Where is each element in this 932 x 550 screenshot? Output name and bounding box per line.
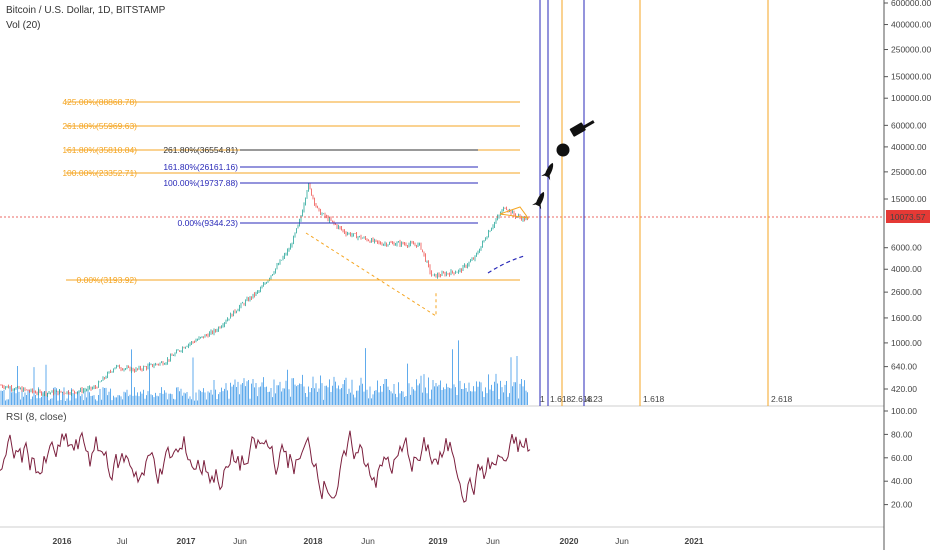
price-tick-label: 150000.00	[891, 72, 931, 82]
rsi-label: RSI (8, close)	[6, 412, 67, 423]
time-tick-label: Jun	[486, 536, 500, 546]
price-tick-label: 25000.00	[891, 167, 927, 177]
fib-ext-label-0: 0.00%(9344.23)	[178, 218, 239, 228]
rsi-tick-label: 100.00	[891, 406, 917, 416]
fib-ext-label-100: 100.00%(19737.88)	[163, 178, 238, 188]
volume-bars	[1, 340, 528, 405]
fib-label-0: 0.00%(3193.92)	[77, 275, 138, 285]
time-fib-label-1: 1	[540, 394, 545, 404]
gavel-icon	[569, 117, 595, 137]
time-tick-label: Jun	[361, 536, 375, 546]
price-tick-label: 60000.00	[891, 120, 927, 130]
time-tick-label: Jun	[615, 536, 629, 546]
rsi-axis: 100.00 80.00 60.00 40.00 20.00	[884, 406, 917, 510]
time-fib-label-1618: 1.618	[550, 394, 572, 404]
time-fib-label-423: 4.23	[586, 394, 603, 404]
fib-ext-label-2618: 261.80%(36554.81)	[163, 145, 238, 155]
current-price-value: 10073.57	[890, 212, 926, 222]
fib-label-1618: 161.80%(35810.84)	[62, 145, 137, 155]
price-tick-label: 4000.00	[891, 264, 922, 274]
time-tick-label: 2016	[53, 536, 72, 546]
price-candles	[1, 183, 528, 397]
time-fib-label-orange-2618: 2.618	[771, 394, 793, 404]
price-tick-label: 2600.00	[891, 287, 922, 297]
fib-label-425: 425.00%(88868.78)	[62, 97, 137, 107]
time-axis: 2016 Jul 2017 Jun 2018 Jun 2019 Jun 2020 Jun 2021	[53, 536, 704, 546]
price-tick-label: 1000.00	[891, 338, 922, 348]
fib-label-100: 100.00%(23352.71)	[62, 168, 137, 178]
price-tick-label: 400000.00	[891, 20, 931, 30]
time-tick-label: 2020	[560, 536, 579, 546]
price-tick-label: 640.00	[891, 362, 917, 372]
price-axis: 600000.00 400000.00 250000.00 150000.00 1000…	[884, 0, 931, 394]
time-tick-label: Jul	[117, 536, 128, 546]
rsi-tick-label: 40.00	[891, 476, 913, 486]
trend-projection-blue[interactable]	[488, 256, 524, 273]
time-tick-label: 2018	[304, 536, 323, 546]
price-tick-label: 250000.00	[891, 45, 931, 55]
moon-icon	[557, 144, 570, 157]
rsi-line	[0, 431, 530, 502]
fib-label-2618: 261.80%(55969.63)	[62, 121, 137, 131]
time-fib-label-orange-1618: 1.618	[643, 394, 665, 404]
rsi-pane	[0, 431, 530, 502]
price-tick-label: 100000.00	[891, 93, 931, 103]
price-tick-label: 1600.00	[891, 313, 922, 323]
price-tick-label: 6000.00	[891, 243, 922, 253]
time-tick-label: 2019	[429, 536, 448, 546]
price-tick-label: 420.00	[891, 384, 917, 394]
rsi-tick-label: 60.00	[891, 453, 913, 463]
time-tick-label: Jun	[233, 536, 247, 546]
time-tick-label: 2017	[177, 536, 196, 546]
price-tick-label: 15000.00	[891, 194, 927, 204]
fib-ext-label-1618: 161.80%(26161.16)	[163, 162, 238, 172]
time-tick-label: 2021	[685, 536, 704, 546]
price-tick-label: 40000.00	[891, 142, 927, 152]
rsi-tick-label: 80.00	[891, 429, 913, 439]
rsi-tick-label: 20.00	[891, 500, 913, 510]
price-tick-label: 600000.00	[891, 0, 931, 8]
rocket-icon	[541, 161, 557, 181]
